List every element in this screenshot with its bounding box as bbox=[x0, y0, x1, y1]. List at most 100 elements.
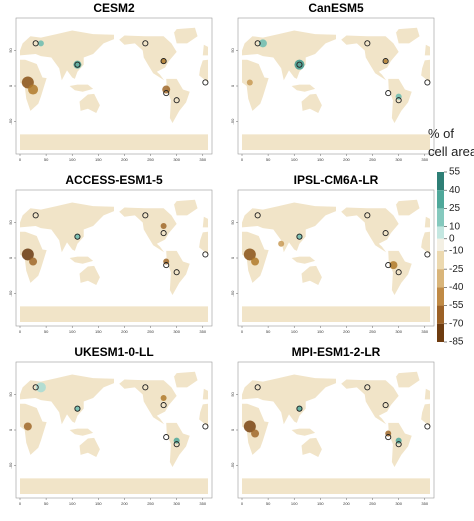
land bbox=[341, 379, 399, 425]
site-marker bbox=[142, 40, 149, 47]
land bbox=[421, 59, 430, 83]
colorbar-segment bbox=[437, 226, 444, 239]
colorbar-segment bbox=[437, 305, 444, 324]
change-patch bbox=[243, 420, 256, 433]
change-patch bbox=[383, 59, 388, 64]
site-marker bbox=[32, 40, 39, 47]
map-panel: MPI-ESM1-2-LR 0 50 100 150 200 250 300 350 50 0 -50 bbox=[230, 345, 435, 506]
x-tick-label: 200 bbox=[343, 157, 350, 162]
change-patch bbox=[21, 248, 34, 261]
y-tick-label: 50 bbox=[230, 219, 235, 224]
x-tick-label: 100 bbox=[69, 157, 76, 162]
site-marker bbox=[395, 97, 402, 104]
land bbox=[242, 202, 336, 253]
y-tick-label: -50 bbox=[230, 290, 235, 297]
x-tick-label: 100 bbox=[291, 329, 298, 334]
site-marker bbox=[382, 58, 389, 65]
site-marker bbox=[74, 405, 81, 412]
change-patch bbox=[160, 58, 167, 65]
site-marker bbox=[32, 212, 39, 219]
x-tick-label: 200 bbox=[121, 329, 128, 334]
site-marker bbox=[385, 262, 392, 269]
colorbar-segment bbox=[437, 172, 444, 191]
change-patch bbox=[296, 405, 303, 412]
colorbar-segment bbox=[437, 250, 444, 270]
panel-title: UKESM1-0-LL bbox=[74, 345, 153, 359]
x-tick-label: 350 bbox=[199, 501, 206, 506]
change-patch bbox=[160, 395, 167, 401]
site-marker bbox=[364, 212, 371, 219]
x-tick-label: 100 bbox=[291, 501, 298, 506]
land bbox=[341, 35, 399, 81]
site-marker bbox=[163, 262, 170, 269]
x-tick-label: 350 bbox=[199, 157, 206, 162]
land bbox=[20, 306, 208, 322]
change-patch bbox=[35, 382, 46, 393]
site-marker bbox=[142, 384, 149, 391]
site-marker bbox=[296, 405, 303, 412]
land bbox=[20, 202, 114, 253]
colorbar-tick-label: 10 bbox=[449, 221, 461, 232]
panel-title: IPSL-CM6A-LR bbox=[294, 173, 379, 187]
land bbox=[424, 388, 430, 400]
land bbox=[388, 422, 412, 467]
x-tick-label: 350 bbox=[421, 501, 428, 506]
y-tick-label: 0 bbox=[8, 256, 13, 259]
colorbar-tick-label: 55 bbox=[449, 167, 461, 178]
colorbar-segment bbox=[437, 208, 444, 227]
y-tick-label: 0 bbox=[8, 84, 13, 87]
y-tick-label: -50 bbox=[230, 118, 235, 125]
site-marker bbox=[173, 97, 180, 104]
land bbox=[199, 231, 208, 255]
map-panel: CanESM5 0 50 100 150 200 250 300 350 50 0 -50 bbox=[230, 1, 435, 162]
site-marker bbox=[395, 441, 402, 448]
site-marker bbox=[254, 40, 261, 47]
colorbar-tick-label: 40 bbox=[449, 185, 461, 196]
x-tick-label: 150 bbox=[95, 329, 102, 334]
change-patch bbox=[251, 257, 260, 266]
land bbox=[242, 59, 269, 111]
land bbox=[166, 78, 190, 123]
x-tick-label: 200 bbox=[121, 157, 128, 162]
x-tick-label: 50 bbox=[44, 329, 49, 334]
change-patch bbox=[28, 84, 39, 95]
land bbox=[421, 231, 430, 255]
x-tick-label: 250 bbox=[147, 329, 154, 334]
map-panel: UKESM1-0-LL 0 50 100 150 200 250 300 350 50 0 -50 bbox=[8, 345, 213, 506]
land bbox=[166, 422, 190, 467]
panel-title: MPI-ESM1-2-LR bbox=[292, 345, 381, 359]
site-marker bbox=[160, 230, 167, 237]
land bbox=[119, 207, 177, 253]
y-tick-label: 50 bbox=[8, 219, 13, 224]
land bbox=[242, 306, 430, 322]
colorbar-tick-label: -10 bbox=[449, 246, 464, 257]
x-tick-label: 0 bbox=[19, 157, 22, 162]
site-marker bbox=[254, 212, 261, 219]
y-tick-label: -50 bbox=[230, 462, 235, 469]
change-patch bbox=[389, 261, 398, 270]
panel-title: ACCESS-ESM1-5 bbox=[65, 173, 163, 187]
y-tick-label: -50 bbox=[8, 118, 13, 125]
site-marker bbox=[74, 61, 81, 68]
x-tick-label: 250 bbox=[369, 501, 376, 506]
x-tick-label: 350 bbox=[421, 329, 428, 334]
change-patch bbox=[74, 233, 81, 240]
land bbox=[174, 371, 198, 388]
change-patch bbox=[243, 248, 256, 261]
land bbox=[79, 265, 100, 286]
land bbox=[69, 428, 94, 436]
x-tick-label: 0 bbox=[241, 157, 244, 162]
x-tick-label: 350 bbox=[199, 329, 206, 334]
land bbox=[396, 27, 420, 44]
change-patch bbox=[246, 79, 253, 86]
x-tick-label: 250 bbox=[147, 157, 154, 162]
site-marker bbox=[395, 269, 402, 276]
y-tick-label: 50 bbox=[8, 391, 13, 396]
map-panel: IPSL-CM6A-LR 0 50 100 150 200 250 300 350 50 0 -50 bbox=[230, 173, 435, 334]
change-patch bbox=[296, 233, 303, 240]
land bbox=[242, 403, 269, 455]
y-tick-label: 0 bbox=[8, 428, 13, 431]
site-marker bbox=[296, 61, 303, 68]
land bbox=[166, 250, 190, 295]
